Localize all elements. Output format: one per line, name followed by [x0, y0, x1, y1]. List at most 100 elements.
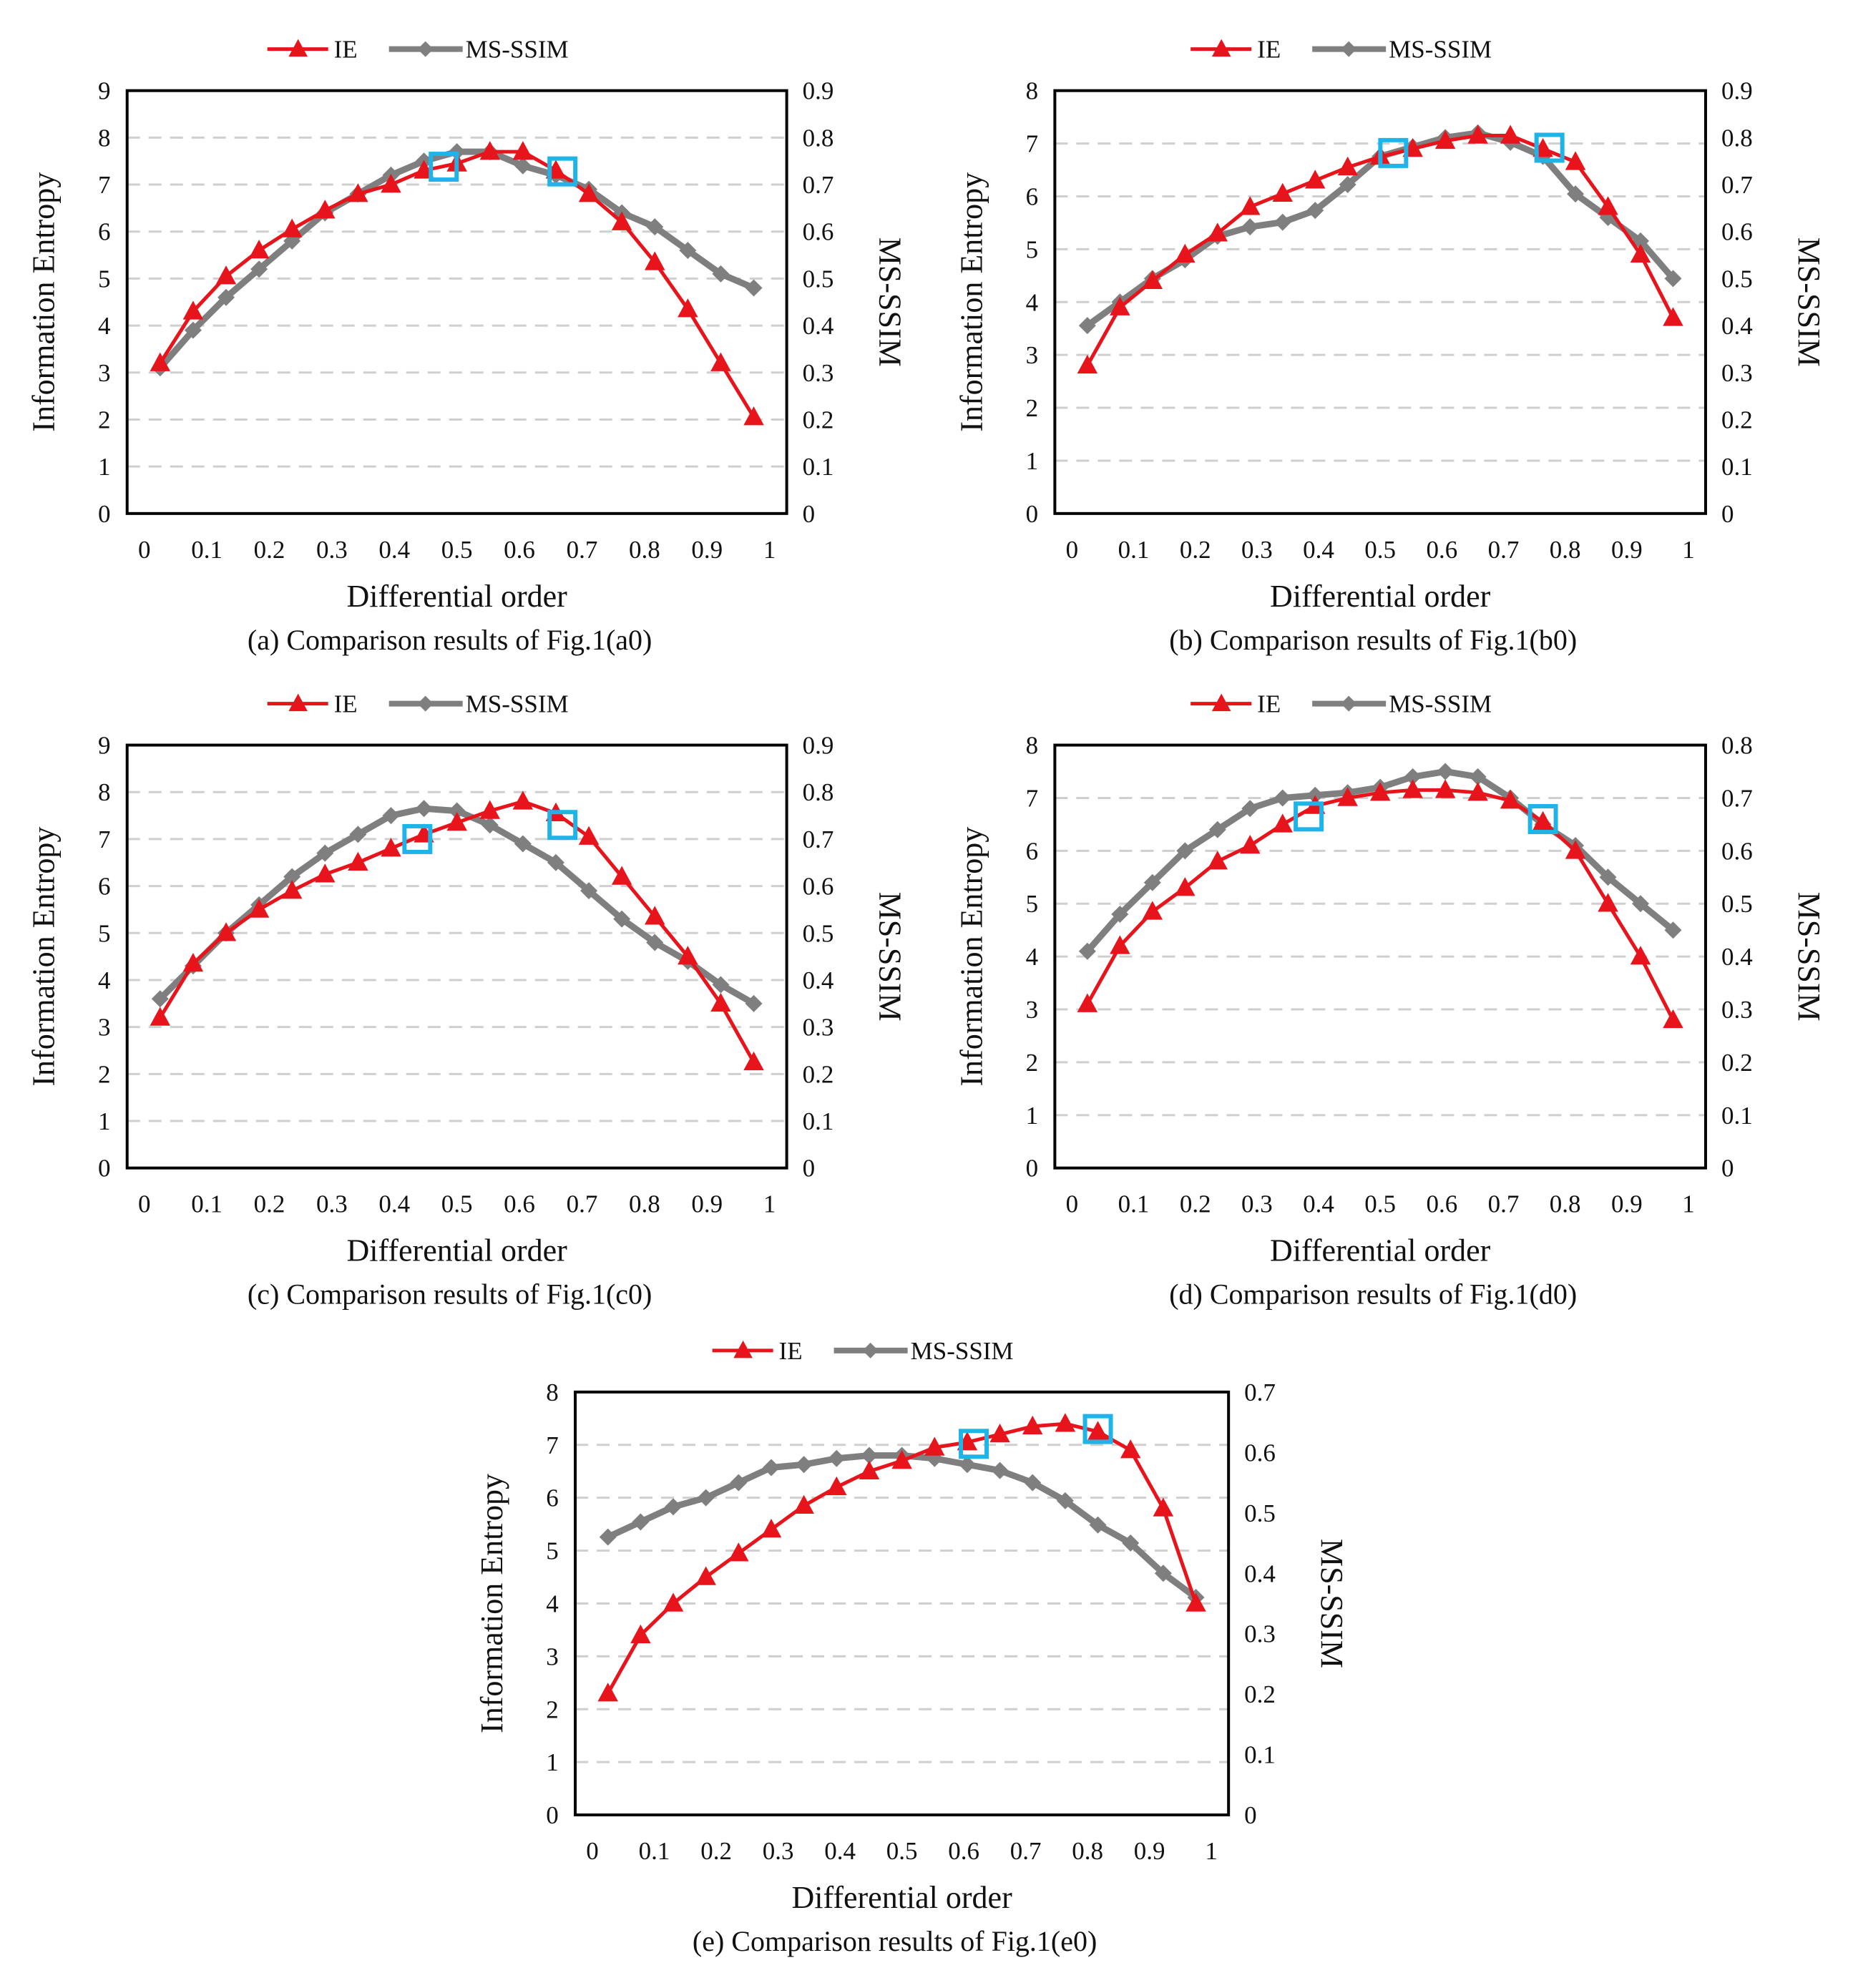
x-tick-label: 0.2: [254, 1190, 285, 1218]
x-axis-title: Differential order: [1270, 579, 1491, 614]
x-tick-label: 0.9: [1611, 536, 1643, 564]
data-point-ie: [728, 1542, 749, 1562]
y-tick-label: 2: [1026, 394, 1039, 422]
x-tick-label: 0.3: [1241, 1190, 1273, 1218]
legend: IE MS-SSIM: [267, 690, 569, 718]
data-point-ms-ssim: [745, 994, 763, 1012]
data-point-ie: [1369, 782, 1391, 801]
highlight-box: [1378, 137, 1409, 168]
series-line-ms-ssim: [606, 1452, 1198, 1600]
data-point-ie: [1598, 893, 1618, 912]
x-tick-label: 0.9: [1611, 1190, 1643, 1218]
y-axis-title: Information Entropy: [26, 172, 62, 432]
figure-caption: (c) Comparison results of Fig.1(c0): [248, 1278, 652, 1311]
data-point-ie: [1110, 296, 1130, 315]
x-tick-label: 0.5: [441, 1190, 473, 1218]
y-tick-label: 5: [546, 1537, 559, 1565]
x-tick-label: 0.3: [316, 1190, 348, 1218]
x-tick-label: 0.6: [1426, 536, 1457, 564]
data-point-ms-ssim: [1306, 202, 1324, 220]
y-tick-label: 1: [98, 1107, 111, 1135]
y-tick-label: 8: [1026, 732, 1039, 760]
data-point-ms-ssim: [448, 802, 466, 820]
data-point-ie: [1207, 851, 1228, 870]
x-tick-label: 0.4: [378, 536, 410, 564]
y2-tick-label: 0.8: [1721, 124, 1753, 152]
y2-tick-label: 0.2: [803, 406, 834, 434]
legend-marker-ms-ssim: [417, 41, 434, 57]
data-point-ie: [512, 790, 534, 810]
x-axis-title: Differential order: [1270, 1233, 1491, 1268]
legend: IE MS-SSIM: [1190, 36, 1492, 64]
x-tick-label: 1: [1205, 1837, 1218, 1865]
x-tick-label: 0.2: [1180, 536, 1211, 564]
legend-marker-ie: [288, 693, 308, 712]
data-point-ie: [1630, 243, 1651, 263]
x-tick-label: 0.6: [504, 1190, 535, 1218]
y2-tick-label: 0.2: [1721, 406, 1753, 434]
y2-tick-label: 0.6: [1721, 837, 1753, 865]
y-tick-label: 8: [1026, 77, 1039, 105]
data-point-ie: [710, 352, 731, 371]
data-point-ms-ssim: [1273, 789, 1291, 807]
data-point-ms-ssim: [151, 990, 169, 1008]
x-tick-label: 0.1: [191, 536, 223, 564]
legend-marker-ms-ssim: [862, 1342, 879, 1358]
y2-tick-label: 0: [1721, 500, 1734, 528]
legend-marker-ms-ssim: [1341, 695, 1357, 712]
plot-frame: [125, 89, 788, 515]
data-point-ie: [578, 826, 600, 845]
x-tick-label: 0.1: [1118, 1190, 1150, 1218]
x-tick-label: 0.5: [886, 1837, 918, 1865]
y2-tick-label: 0.3: [803, 1014, 834, 1042]
plot-frame: [125, 743, 788, 1170]
y2-tick-label: 0.4: [803, 312, 834, 340]
data-point-ie: [793, 1494, 814, 1514]
data-point-ms-ssim: [1469, 768, 1487, 785]
data-point-ms-ssim: [697, 1489, 715, 1507]
y2-tick-label: 0.5: [1244, 1499, 1276, 1527]
data-point-ie: [1598, 196, 1618, 215]
data-point-ms-ssim: [1241, 218, 1259, 236]
data-point-ms-ssim: [646, 218, 664, 236]
highlight-box: [547, 810, 578, 841]
y-tick-label: 0: [546, 1801, 559, 1829]
y2-tick-label: 0.7: [1244, 1379, 1276, 1406]
highlight-box: [1527, 804, 1558, 835]
x-tick-label: 0.1: [191, 1190, 223, 1218]
data-point-ms-ssim: [547, 853, 564, 871]
legend-marker-ie: [1211, 39, 1231, 57]
data-point-ie: [281, 880, 303, 899]
y-tick-label: 5: [1026, 890, 1039, 918]
data-point-ie: [678, 946, 698, 965]
data-point-ie: [1087, 1421, 1108, 1440]
x-tick-label: 0: [1066, 536, 1079, 564]
x-tick-label: 0.2: [700, 1837, 732, 1865]
y2-tick-label: 0.6: [803, 873, 834, 901]
data-point-ie: [315, 863, 336, 883]
data-point-ie: [743, 406, 764, 426]
x-tick-label: 0.4: [1303, 536, 1334, 564]
x-tick-label: 0.3: [316, 536, 348, 564]
data-point-ie: [1185, 1592, 1206, 1612]
data-point-ie: [1467, 124, 1488, 144]
y-tick-label: 4: [1026, 288, 1039, 316]
data-point-ms-ssim: [828, 1449, 846, 1467]
y-tick-label: 1: [1026, 447, 1039, 475]
x-tick-label: 0.4: [1303, 1190, 1334, 1218]
data-point-ie: [1304, 170, 1326, 189]
series-line-ie: [158, 799, 756, 1064]
x-tick-label: 0.3: [1241, 536, 1273, 564]
data-point-ie: [644, 251, 665, 270]
y2-axis-title: MS-SSIM: [1791, 238, 1827, 367]
x-tick-label: 0.6: [1426, 1190, 1457, 1218]
data-point-ms-ssim: [1567, 185, 1585, 203]
data-point-ie: [710, 992, 731, 1012]
y2-tick-label: 0.7: [803, 826, 834, 853]
data-point-ie: [1153, 1497, 1174, 1517]
data-point-ie: [611, 211, 632, 230]
data-point-ie: [644, 906, 665, 925]
y2-tick-label: 0.6: [803, 218, 834, 246]
